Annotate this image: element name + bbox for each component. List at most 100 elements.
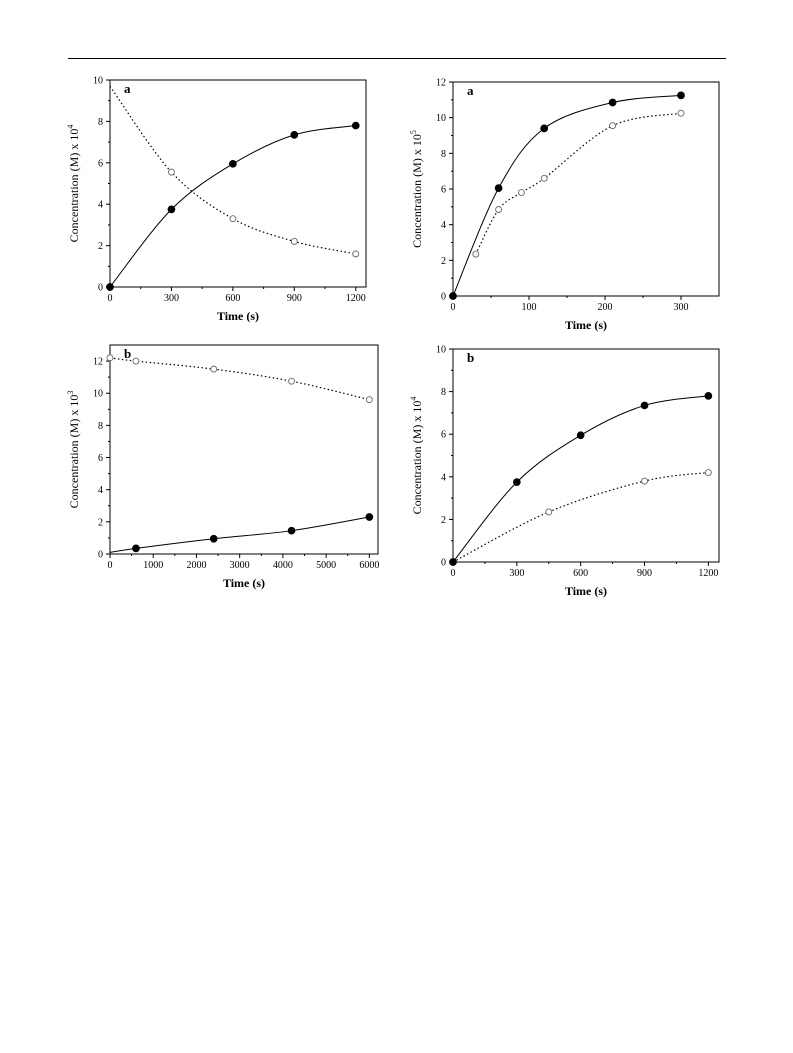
filled-data-point (132, 544, 140, 553)
filled-data-point (512, 478, 521, 486)
y-tick-label: 6 (441, 430, 446, 441)
open-data-point (472, 250, 480, 258)
y-tick-label: 10 (436, 113, 446, 124)
filled-data-point (449, 292, 457, 300)
x-tick-label: 600 (225, 293, 240, 304)
filled-data-point (608, 98, 617, 107)
x-axis-label: Time (s) (217, 309, 259, 323)
y-tick-label: 8 (441, 149, 446, 160)
x-axis: 0 300 600 900 1200 (108, 287, 366, 304)
x-axis: 0 300 600 900 1200 (451, 562, 718, 579)
y-tick-label: 0 (441, 558, 446, 569)
y-tick-label: 2 (441, 515, 446, 526)
y-axis-label-exponent: 4 (409, 397, 418, 401)
open-data-point (540, 174, 548, 182)
open-data-point (677, 109, 685, 117)
plot-frame (109, 79, 367, 288)
y-tick-label: 2 (441, 256, 446, 267)
chart-panel-1: 0 300 600 900 1200 0 2 4 6 8 10 Time (s) Concentrati… (66, 76, 367, 323)
x-tick-label: 2000 (186, 560, 206, 571)
x-tick-label: 300 (674, 302, 689, 313)
y-tick-label: 10 (93, 76, 103, 87)
x-tick-label: 0 (108, 560, 113, 571)
x-tick-label: 6000 (359, 560, 379, 571)
y-axis-label-exponent: 3 (66, 391, 75, 395)
y-tick-label: 6 (98, 453, 103, 464)
panel-label: b (124, 346, 131, 361)
y-tick-label: 2 (98, 517, 103, 528)
x-tick-label: 1200 (698, 568, 718, 579)
y-axis-label-base: Concentration (M) x 10 (410, 401, 424, 515)
y-axis-label-base: Concentration (M) x 10 (67, 129, 81, 243)
y-tick-label: 4 (441, 220, 446, 231)
x-axis-label: Time (s) (565, 584, 607, 598)
filled-data-point (229, 159, 237, 168)
y-tick-label: 6 (441, 185, 446, 196)
fit-curve-series-1 (109, 125, 356, 288)
fit-curve-series-2 (109, 357, 370, 401)
chart-panel-2: 0 100 200 300 0 2 4 6 8 10 12 Time (s) Concentration… (409, 78, 720, 332)
y-axis-label: Concentration (M) x 104 (66, 125, 81, 243)
x-tick-label: 0 (451, 568, 456, 579)
fit-curve-series-2 (109, 85, 356, 255)
filled-data-point (287, 526, 296, 535)
y-tick-label: 2 (98, 241, 103, 252)
x-tick-label: 1000 (143, 560, 163, 571)
open-data-point (641, 477, 648, 485)
fit-curve-series-2 (452, 471, 709, 563)
y-tick-label: 8 (98, 421, 103, 432)
x-axis-label: Time (s) (565, 318, 607, 332)
filled-data-point (640, 401, 649, 410)
x-tick-label: 900 (637, 568, 652, 579)
x-tick-label: 100 (522, 302, 537, 313)
open-data-point (352, 250, 360, 258)
x-tick-label: 1200 (346, 293, 366, 304)
open-data-point (495, 206, 503, 213)
open-data-point (290, 238, 298, 245)
x-tick-label: 200 (598, 302, 613, 313)
y-tick-label: 10 (436, 345, 446, 356)
open-data-point (167, 168, 175, 176)
open-data-point (210, 365, 218, 373)
y-tick-label: 10 (93, 389, 103, 400)
y-tick-label: 0 (441, 292, 446, 303)
open-data-point (132, 357, 140, 365)
y-tick-label: 8 (98, 117, 103, 128)
filled-data-point (576, 431, 585, 440)
y-tick-label: 0 (98, 550, 103, 561)
fit-curve-series-2 (475, 112, 682, 255)
y-axis-label-base: Concentration (M) x 10 (67, 395, 81, 509)
x-axis-label: Time (s) (223, 576, 265, 590)
y-axis-label: Concentration (M) x 105 (409, 130, 424, 248)
x-axis: 0 100 200 300 (451, 296, 689, 313)
x-tick-label: 0 (108, 293, 113, 304)
x-tick-label: 5000 (316, 560, 336, 571)
header-rule (68, 58, 726, 59)
open-data-point (545, 508, 553, 516)
y-axis-label-exponent: 4 (66, 125, 75, 129)
y-axis: 0 2 4 6 8 10 (93, 76, 110, 294)
y-tick-label: 8 (441, 387, 446, 398)
y-axis: 0 2 4 6 8 10 12 (436, 78, 453, 303)
y-tick-label: 4 (441, 472, 446, 483)
plot-frame (452, 348, 720, 563)
filled-data-point (494, 184, 503, 192)
filled-data-point (351, 121, 360, 130)
filled-data-point (540, 124, 549, 133)
y-axis-label: Concentration (M) x 104 (409, 397, 424, 515)
y-tick-label: 12 (436, 78, 446, 89)
y-tick-label: 12 (93, 357, 103, 368)
y-axis-label-base: Concentration (M) x 10 (410, 134, 424, 248)
fit-curve-series-1 (452, 395, 709, 563)
fit-curve-series-1 (452, 94, 682, 297)
fit-curve-series-1 (109, 516, 370, 553)
y-axis: 0 2 4 6 8 10 (436, 345, 453, 569)
x-tick-label: 0 (451, 302, 456, 313)
open-data-point (609, 122, 617, 130)
y-axis: 0 2 4 6 8 10 12 (93, 357, 110, 561)
open-data-point (365, 396, 373, 404)
y-axis-label: Concentration (M) x 103 (66, 391, 81, 509)
filled-data-point (704, 392, 713, 400)
chart-panel-3: 0 1000 2000 3000 4000 5000 6000 0 2 4 6 8 10 12 Time (… (66, 344, 379, 590)
